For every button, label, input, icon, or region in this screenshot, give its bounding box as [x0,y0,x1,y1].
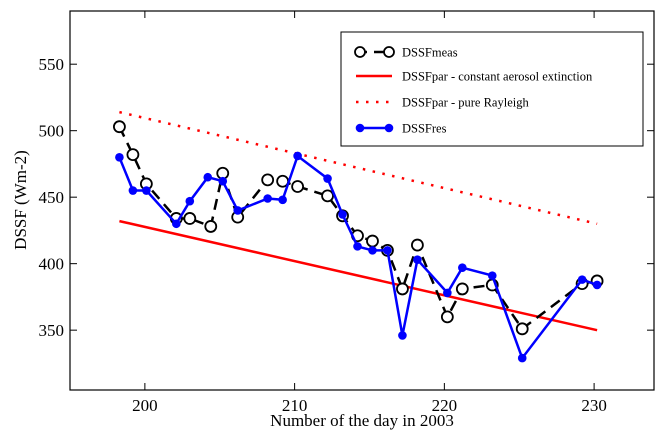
data-point [233,206,243,215]
data-point [577,275,587,284]
legend-marker [383,46,395,58]
data-point [353,242,362,251]
legend-item: DSSFpar - constant aerosol extinction [356,70,593,84]
data-point [218,176,228,186]
data-point [128,186,138,195]
data-point [204,220,218,233]
series-dssfpar-pure-rayleigh [119,110,598,226]
data-point [321,189,334,203]
series-line [118,153,598,361]
plot-frame [69,10,655,391]
x-tick-label: 230 [581,396,607,415]
data-point [185,196,195,206]
data-point [443,288,452,298]
y-tick-label: 400 [39,255,65,274]
data-point [278,195,287,205]
legend-marker [384,123,394,133]
legend-item: DSSFpar - pure Rayleigh [356,96,529,110]
series-dssfmeas [113,120,604,336]
data-point [113,120,126,134]
data-point [142,186,151,195]
series-line [119,219,598,332]
data-point [368,246,377,255]
data-point [183,212,197,225]
legend-items: DSSFmeas DSSFpar - constant aerosol extin… [354,46,593,136]
series-line [118,126,598,331]
data-point [383,246,392,255]
series-layer [113,110,604,363]
x-tick-label: 200 [132,396,158,415]
data-point [172,219,181,229]
y-tick-label: 350 [39,321,65,340]
x-tick-label: 210 [282,396,308,415]
series-line [119,110,598,226]
axis-ticks: 200 210 220 230 350 400 450 500 550 [39,11,654,415]
series-dssfres [115,151,602,363]
legend: DSSFmeas DSSFpar - constant aerosol extin… [340,31,644,147]
legend-item: DSSFres [355,122,447,136]
y-tick-label: 450 [39,188,65,207]
data-point [293,151,302,161]
data-point [458,263,467,272]
data-point [592,280,602,290]
data-point [455,282,469,296]
y-tick-label: 550 [39,55,65,74]
legend-label: DSSFmeas [402,46,458,60]
y-axis-label: DSSF (Wm-2) [11,150,30,250]
data-point [515,322,529,336]
data-point [323,174,332,183]
series-dssfpar-constant-aerosol-extinction [119,219,598,332]
y-tick-label: 500 [39,122,65,141]
data-point [115,152,124,162]
data-point [440,310,454,324]
legend-item: DSSFmeas [354,46,458,60]
data-point [338,210,347,219]
legend-label: DSSFpar - pure Rayleigh [402,96,529,110]
data-point [487,271,497,280]
data-point [203,172,213,182]
legend-label: DSSFpar - constant aerosol extinction [402,70,593,84]
data-point [261,173,275,187]
data-point [263,194,272,203]
data-point [398,331,407,340]
x-axis-label: Number of the day in 2003 [270,411,454,430]
x-tick-label: 220 [432,396,458,415]
data-point [396,282,409,296]
data-point [411,238,424,252]
legend-marker [355,123,365,133]
data-point [126,148,140,162]
data-point [291,180,305,193]
data-point [413,255,422,264]
legend-marker [354,46,366,58]
data-point [366,234,379,248]
legend-label: DSSFres [402,122,447,136]
data-point [517,353,527,363]
